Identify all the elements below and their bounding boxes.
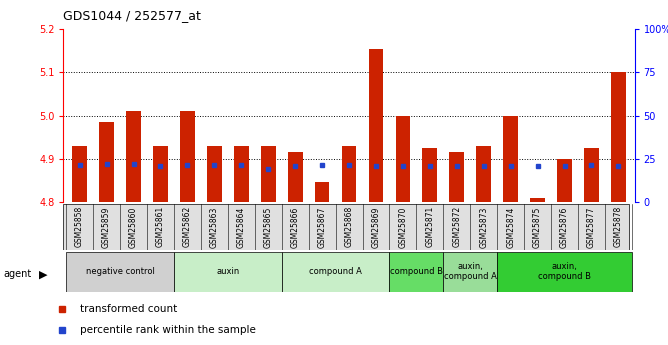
Bar bbox=[557, 159, 572, 202]
Text: GSM25876: GSM25876 bbox=[560, 206, 569, 247]
Bar bbox=[282, 252, 389, 292]
Text: GSM25869: GSM25869 bbox=[371, 206, 381, 247]
Text: negative control: negative control bbox=[86, 267, 154, 276]
Text: GSM25860: GSM25860 bbox=[129, 206, 138, 247]
Text: GSM25858: GSM25858 bbox=[75, 206, 84, 247]
Bar bbox=[261, 146, 276, 202]
Text: ▶: ▶ bbox=[39, 269, 47, 279]
Text: compound A: compound A bbox=[309, 267, 362, 276]
Bar bbox=[72, 146, 87, 202]
Bar bbox=[369, 49, 383, 202]
Text: GSM25872: GSM25872 bbox=[452, 206, 462, 247]
Text: compound B: compound B bbox=[390, 267, 443, 276]
Text: GSM25874: GSM25874 bbox=[506, 206, 515, 247]
Text: GSM25868: GSM25868 bbox=[345, 206, 353, 247]
Bar bbox=[503, 116, 518, 202]
Bar bbox=[99, 122, 114, 202]
Text: GSM25864: GSM25864 bbox=[236, 206, 246, 247]
Text: agent: agent bbox=[3, 269, 31, 279]
Bar bbox=[584, 148, 599, 202]
Bar bbox=[174, 252, 282, 292]
Text: GSM25867: GSM25867 bbox=[317, 206, 327, 247]
Bar bbox=[207, 146, 222, 202]
Bar bbox=[476, 146, 491, 202]
Bar bbox=[422, 148, 438, 202]
Text: GSM25861: GSM25861 bbox=[156, 206, 165, 247]
Bar bbox=[444, 252, 497, 292]
Text: GSM25859: GSM25859 bbox=[102, 206, 111, 247]
Text: GSM25873: GSM25873 bbox=[479, 206, 488, 247]
Bar bbox=[126, 111, 141, 202]
Text: GSM25877: GSM25877 bbox=[587, 206, 596, 247]
Bar bbox=[153, 146, 168, 202]
Bar bbox=[450, 152, 464, 202]
Text: GSM25865: GSM25865 bbox=[264, 206, 273, 247]
Text: auxin: auxin bbox=[216, 267, 239, 276]
Bar bbox=[389, 252, 444, 292]
Text: GSM25862: GSM25862 bbox=[183, 206, 192, 247]
Bar bbox=[66, 252, 174, 292]
Bar bbox=[497, 252, 632, 292]
Bar bbox=[234, 146, 248, 202]
Text: GDS1044 / 252577_at: GDS1044 / 252577_at bbox=[63, 9, 201, 22]
Text: GSM25863: GSM25863 bbox=[210, 206, 219, 247]
Text: percentile rank within the sample: percentile rank within the sample bbox=[81, 325, 257, 335]
Text: GSM25878: GSM25878 bbox=[614, 206, 623, 247]
Text: GSM25866: GSM25866 bbox=[291, 206, 300, 247]
Text: auxin,
compound B: auxin, compound B bbox=[538, 262, 591, 282]
Text: transformed count: transformed count bbox=[81, 304, 178, 314]
Bar bbox=[315, 183, 329, 202]
Bar bbox=[530, 198, 545, 202]
Bar bbox=[395, 116, 410, 202]
Text: GSM25875: GSM25875 bbox=[533, 206, 542, 247]
Bar bbox=[611, 72, 626, 202]
Bar bbox=[180, 111, 195, 202]
Text: GSM25870: GSM25870 bbox=[398, 206, 407, 247]
Bar bbox=[288, 152, 303, 202]
Text: auxin,
compound A: auxin, compound A bbox=[444, 262, 497, 282]
Bar bbox=[341, 146, 357, 202]
Text: GSM25871: GSM25871 bbox=[426, 206, 434, 247]
